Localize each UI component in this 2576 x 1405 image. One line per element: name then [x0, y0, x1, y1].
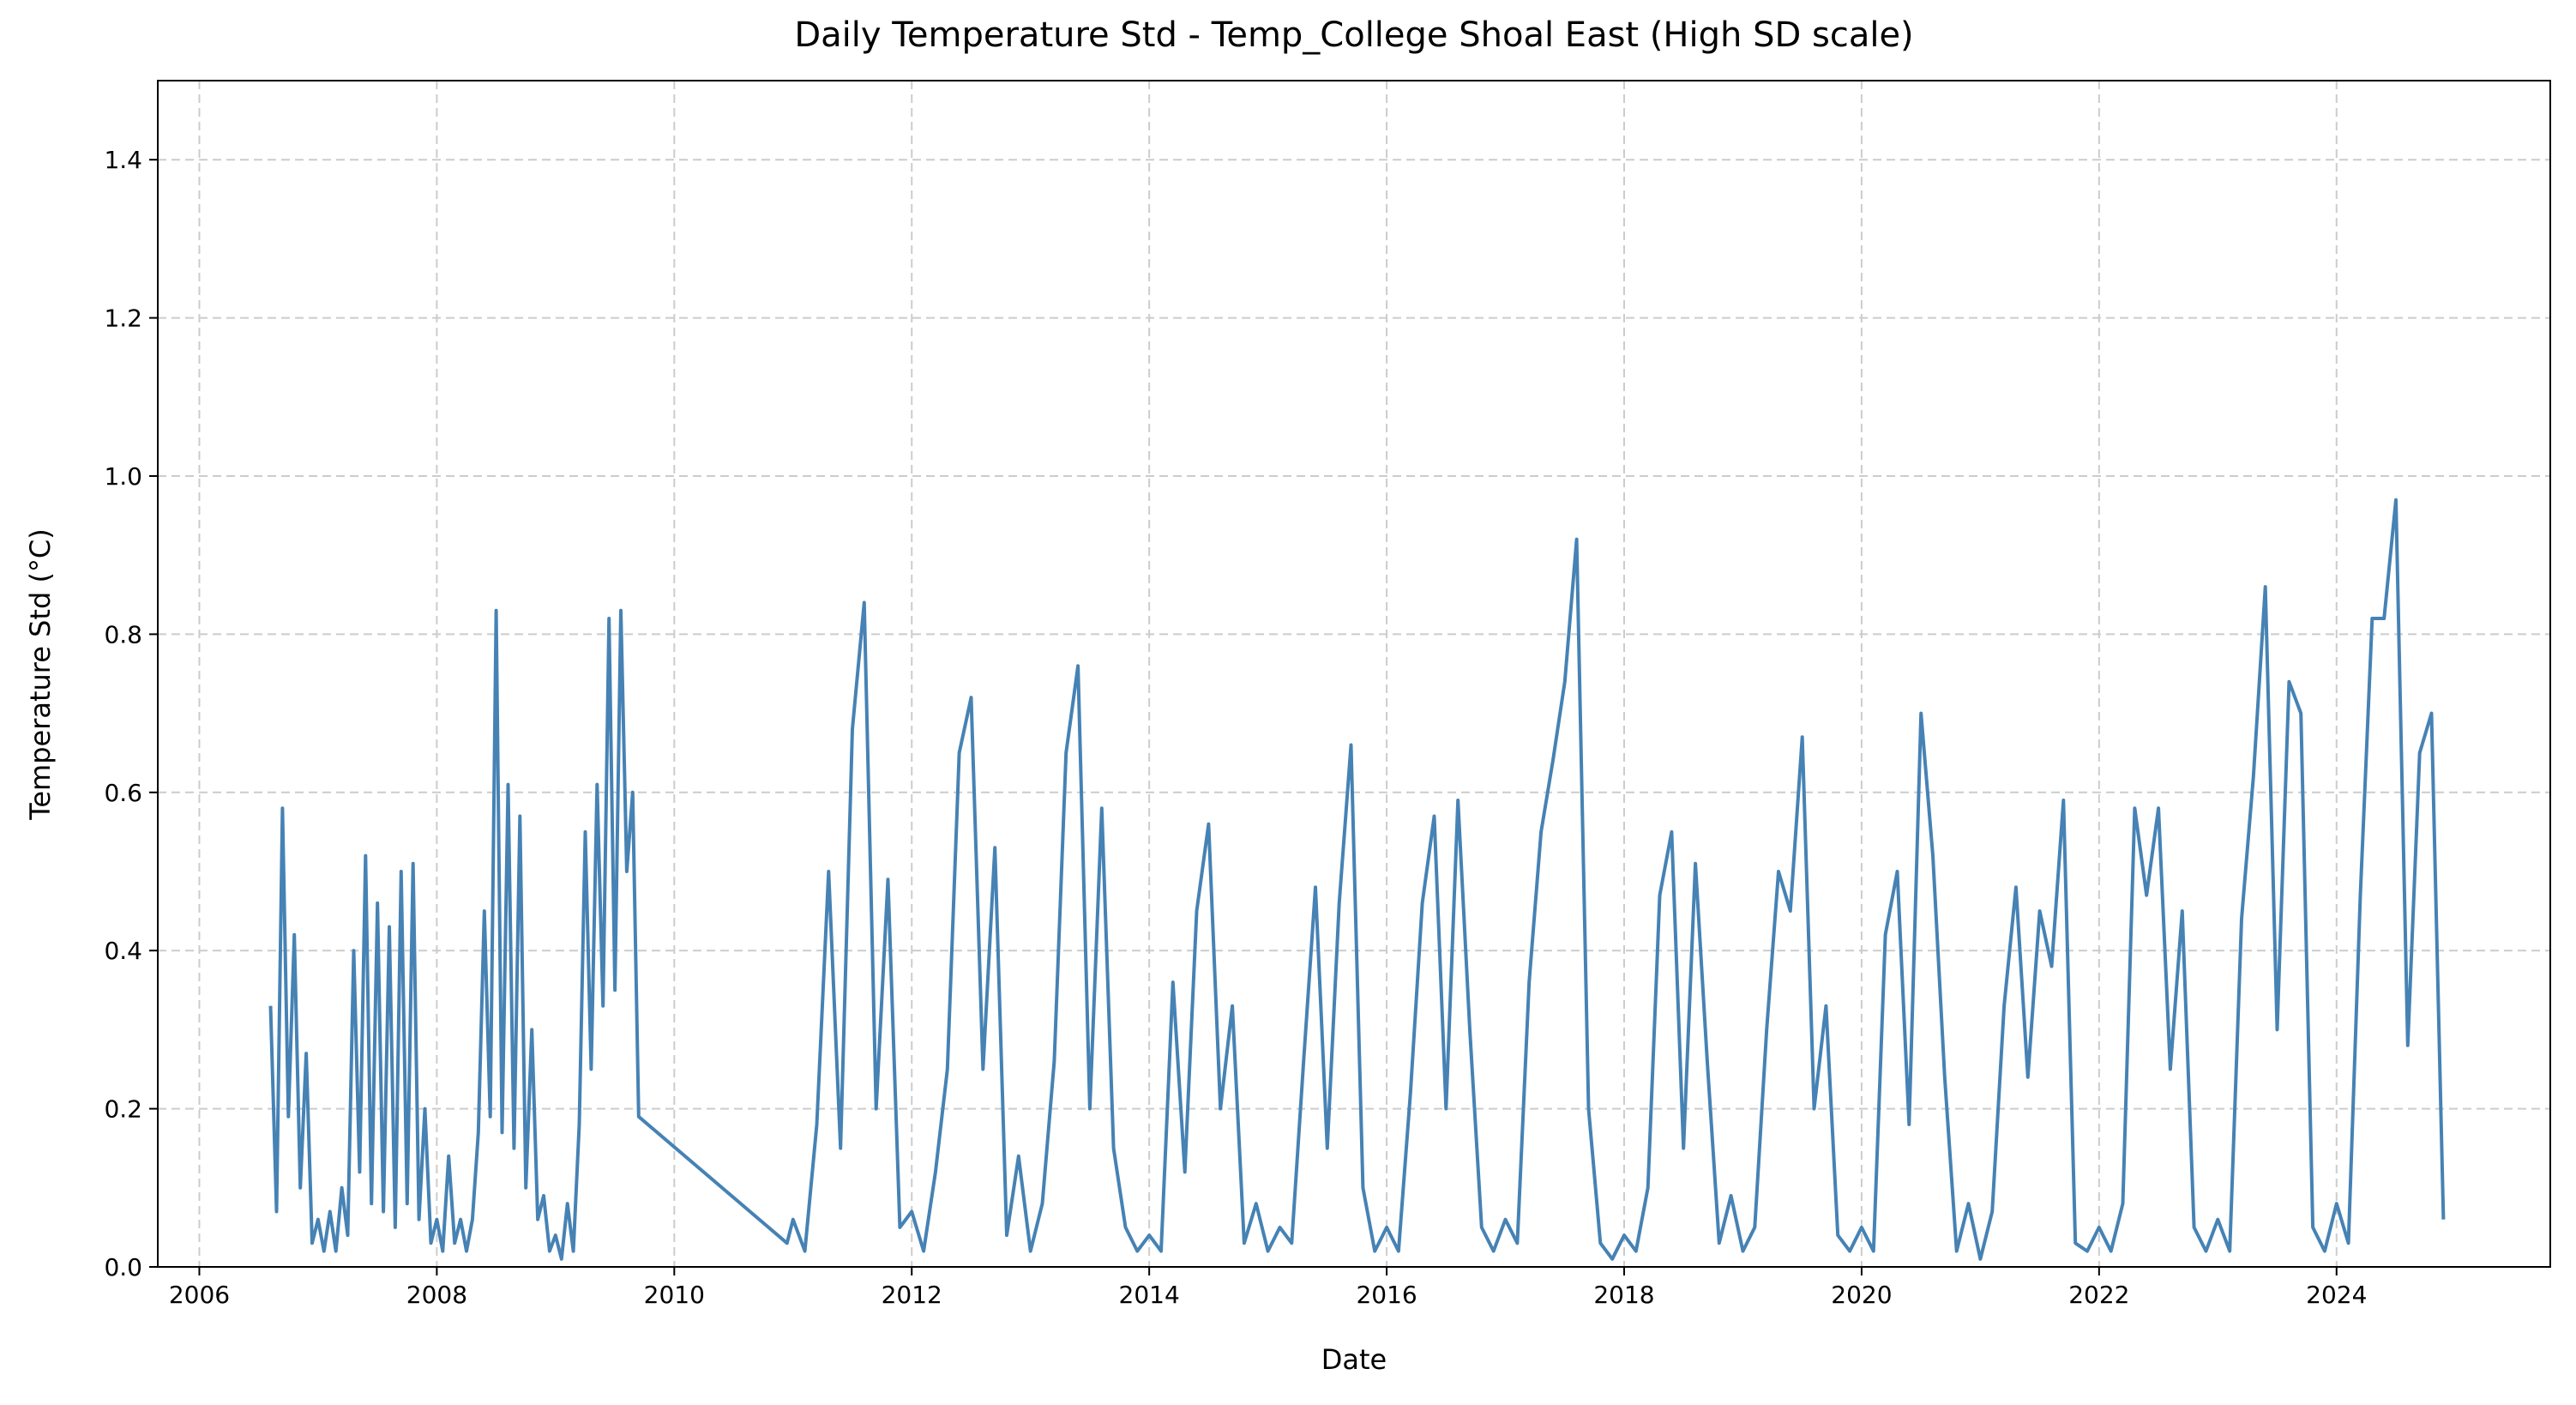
plot-frame	[157, 80, 2551, 1268]
chart-title: Daily Temperature Std - Temp_College Sho…	[794, 15, 1913, 55]
y-tick-label: 1.0	[104, 462, 142, 491]
y-axis-label: Temperature Std (°C)	[24, 528, 57, 821]
x-tick-label: 2016	[1356, 1281, 1417, 1309]
y-tick-label: 0.2	[104, 1095, 142, 1124]
y-tick-label: 1.2	[104, 305, 142, 333]
x-tick-label: 2006	[169, 1281, 230, 1309]
x-tick-label: 2012	[882, 1281, 942, 1309]
x-tick-label: 2024	[2306, 1281, 2367, 1309]
data-line	[268, 497, 2446, 1261]
x-tick-label: 2018	[1593, 1281, 1654, 1309]
y-tick-label: 0.6	[104, 779, 142, 807]
y-tick-label: 0.0	[104, 1253, 142, 1281]
x-axis-label: Date	[1321, 1343, 1387, 1376]
x-tick-label: 2022	[2068, 1281, 2129, 1309]
x-tick-label: 2020	[1831, 1281, 1892, 1309]
y-tick-label: 1.4	[104, 146, 142, 174]
x-tick-label: 2008	[406, 1281, 467, 1309]
y-tick-label: 0.8	[104, 620, 142, 648]
x-tick-label: 2014	[1119, 1281, 1180, 1309]
y-tick-label: 0.4	[104, 937, 142, 965]
x-tick-label: 2010	[644, 1281, 705, 1309]
